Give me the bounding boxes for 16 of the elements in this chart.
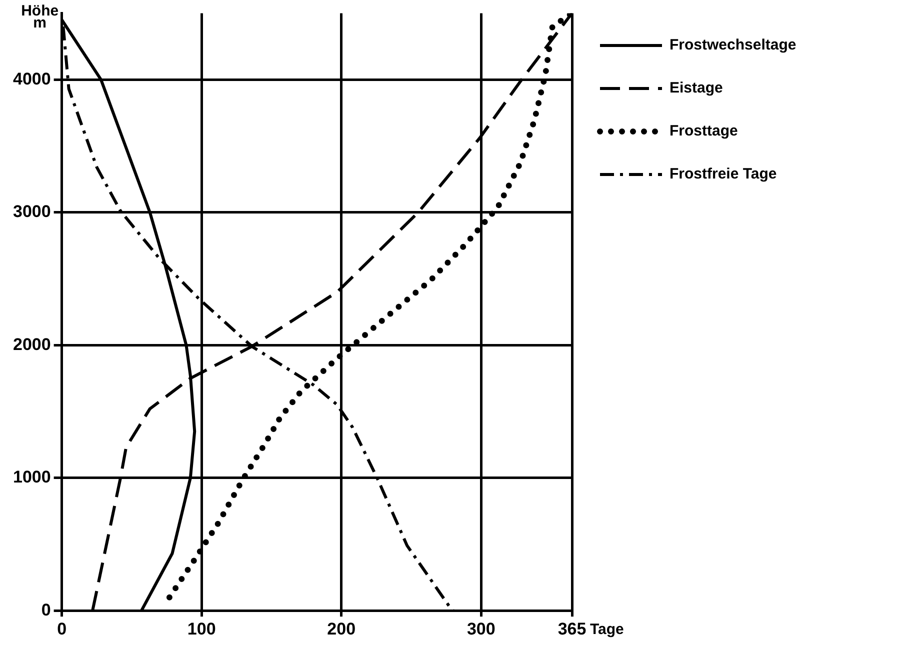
x-tick-label: 100 xyxy=(187,619,216,638)
legend-label: Frosttage xyxy=(670,122,738,140)
legend-label: Eistage xyxy=(670,80,723,97)
x-tick-label: 200 xyxy=(327,619,356,638)
x-tick-label: 365 xyxy=(558,619,586,638)
x-tick-label: 300 xyxy=(466,619,496,638)
y-tick-label: 3000 xyxy=(12,202,51,222)
y-tick-label: 2000 xyxy=(12,334,51,354)
legend-label: Frostwechseltage xyxy=(670,36,796,54)
y-tick-label: 0 xyxy=(41,600,51,620)
y-tick-label: 4000 xyxy=(12,69,51,88)
x-tick-label: 0 xyxy=(57,619,67,638)
y-tick-label: 1000 xyxy=(12,468,51,487)
x-axis-title: Tage xyxy=(590,621,624,638)
legend-label: Frostfreie Tage xyxy=(670,166,777,183)
y-axis-title: Höhe m xyxy=(21,2,59,32)
